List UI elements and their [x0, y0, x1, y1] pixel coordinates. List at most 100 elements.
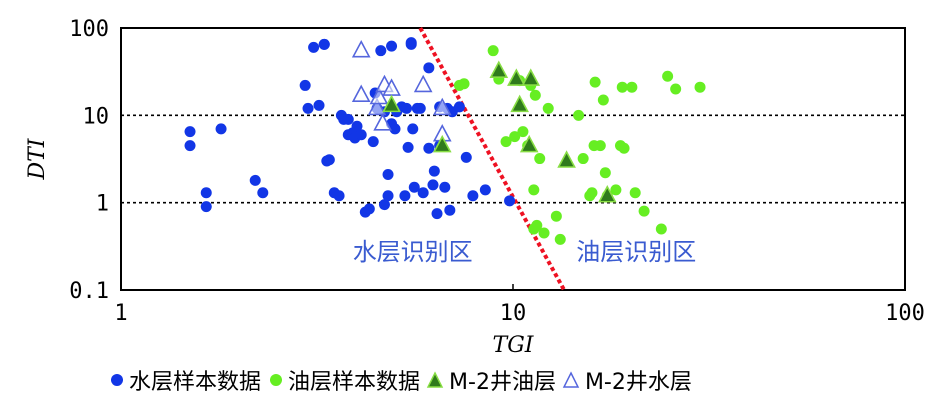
water-sample-point — [407, 123, 419, 135]
oil-sample-point — [534, 153, 546, 165]
m2-water-point — [373, 113, 392, 131]
water-sample-point — [428, 165, 440, 177]
water-sample-point — [423, 142, 435, 154]
m2-oil-point — [432, 134, 452, 153]
oil-sample-point — [554, 233, 566, 245]
oil-sample-point — [573, 109, 585, 121]
legend-label-oil-sample: 油层样本数据 — [288, 370, 421, 395]
oil-sample-point — [638, 205, 650, 217]
water-sample-point — [323, 154, 335, 166]
boundary-line — [418, 27, 566, 291]
water-sample-point — [200, 201, 212, 213]
oil-sample-point — [500, 136, 512, 148]
y-tick-label: 1 — [96, 192, 109, 217]
y-tick-label: 100 — [69, 17, 109, 42]
water-sample-point — [200, 187, 212, 199]
plot-area — [120, 27, 906, 291]
legend-label-water-sample: 水层样本数据 — [129, 370, 262, 395]
water-sample-point — [399, 190, 411, 202]
oil-sample-point — [629, 187, 641, 199]
legend-water-sample-marker — [111, 374, 123, 386]
oil-sample-point — [616, 81, 628, 93]
water-sample-point — [313, 99, 325, 111]
water-sample-point — [355, 129, 367, 141]
m2-oil-point — [521, 68, 541, 86]
oil-sample-point — [458, 78, 470, 90]
legend-item-water-sample: 水层样本数据 — [108, 364, 261, 396]
m2-water-point — [367, 97, 387, 116]
water-sample-point — [367, 136, 379, 148]
water-sample-point — [460, 151, 472, 163]
m2-water-point — [351, 84, 371, 103]
legend-item-m2-oil: M-2井油层 — [424, 364, 556, 396]
x-axis-title: TGI — [493, 333, 535, 358]
legend-oil-sample-marker — [270, 374, 283, 386]
y-tick-label: 0.1 — [69, 279, 109, 304]
data-points — [184, 37, 706, 245]
water-sample-point — [378, 199, 390, 211]
boundary-line-group — [418, 27, 566, 291]
legend-m2-water-marker — [562, 371, 580, 388]
water-sample-point — [333, 190, 345, 202]
oil-zone-label: 油层识别区 — [576, 238, 696, 266]
water-sample-point — [299, 79, 311, 91]
water-sample-point — [423, 62, 435, 74]
water-sample-point — [467, 190, 479, 202]
oil-sample-point — [618, 142, 630, 154]
oil-sample-point — [670, 83, 682, 95]
water-sample-point — [504, 195, 516, 207]
water-sample-point — [408, 181, 420, 193]
water-sample-point — [431, 208, 443, 220]
water-sample-point — [389, 123, 401, 135]
oil-sample-point — [597, 94, 609, 106]
water-sample-point — [249, 174, 261, 186]
water-sample-point — [215, 123, 227, 135]
m2-water-point — [413, 74, 433, 93]
oil-sample-point — [610, 184, 622, 196]
legend-item-m2-water: M-2井水层 — [560, 364, 692, 396]
m2-oil-point — [557, 150, 576, 168]
oil-sample-point — [487, 45, 499, 57]
water-sample-point — [184, 140, 196, 152]
legend-label-m2-oil: M-2井油层 — [449, 370, 556, 395]
oil-sample-point — [517, 126, 529, 138]
water-sample-point — [427, 179, 439, 191]
y-axis-title: DTI — [25, 137, 50, 180]
zone-labels: 水层识别区 油层识别区 — [353, 238, 697, 266]
oil-sample-point — [589, 76, 601, 88]
m2-water-point — [369, 86, 389, 105]
m2-oil-point — [519, 134, 539, 153]
m2-oil-point — [382, 94, 401, 113]
y-tick-label: 10 — [83, 104, 110, 129]
water-sample-point — [351, 120, 363, 132]
oil-sample-point — [655, 223, 667, 235]
oil-sample-point — [542, 102, 554, 114]
x-tick-label: 10 — [500, 301, 527, 326]
water-sample-point — [479, 184, 491, 196]
oil-sample-point — [577, 153, 589, 165]
legend-m2-oil-marker — [426, 371, 444, 388]
oil-sample-point — [599, 167, 611, 179]
x-tick-label: 100 — [885, 301, 925, 326]
water-sample-point — [405, 37, 417, 49]
oil-sample-point — [509, 131, 521, 143]
x-tick-label: 1 — [114, 301, 127, 326]
water-sample-point — [184, 126, 196, 138]
water-sample-point — [342, 113, 354, 125]
water-sample-point — [401, 102, 413, 114]
water-sample-point — [453, 101, 465, 113]
grid-lines — [121, 114, 905, 204]
m2-oil-point — [510, 94, 530, 113]
oil-sample-point — [594, 140, 606, 152]
oil-sample-point — [694, 81, 706, 93]
water-sample-point — [302, 102, 314, 114]
water-zone-label: 水层识别区 — [353, 238, 473, 266]
legend-item-oil-sample: 油层样本数据 — [265, 364, 420, 396]
legend: 水层样本数据 油层样本数据 M-2井油层 M-2井水层 — [108, 360, 692, 400]
water-sample-point — [444, 204, 456, 216]
m2-water-point — [351, 39, 371, 58]
oil-sample-point — [531, 219, 543, 231]
oil-sample-point — [538, 227, 550, 239]
